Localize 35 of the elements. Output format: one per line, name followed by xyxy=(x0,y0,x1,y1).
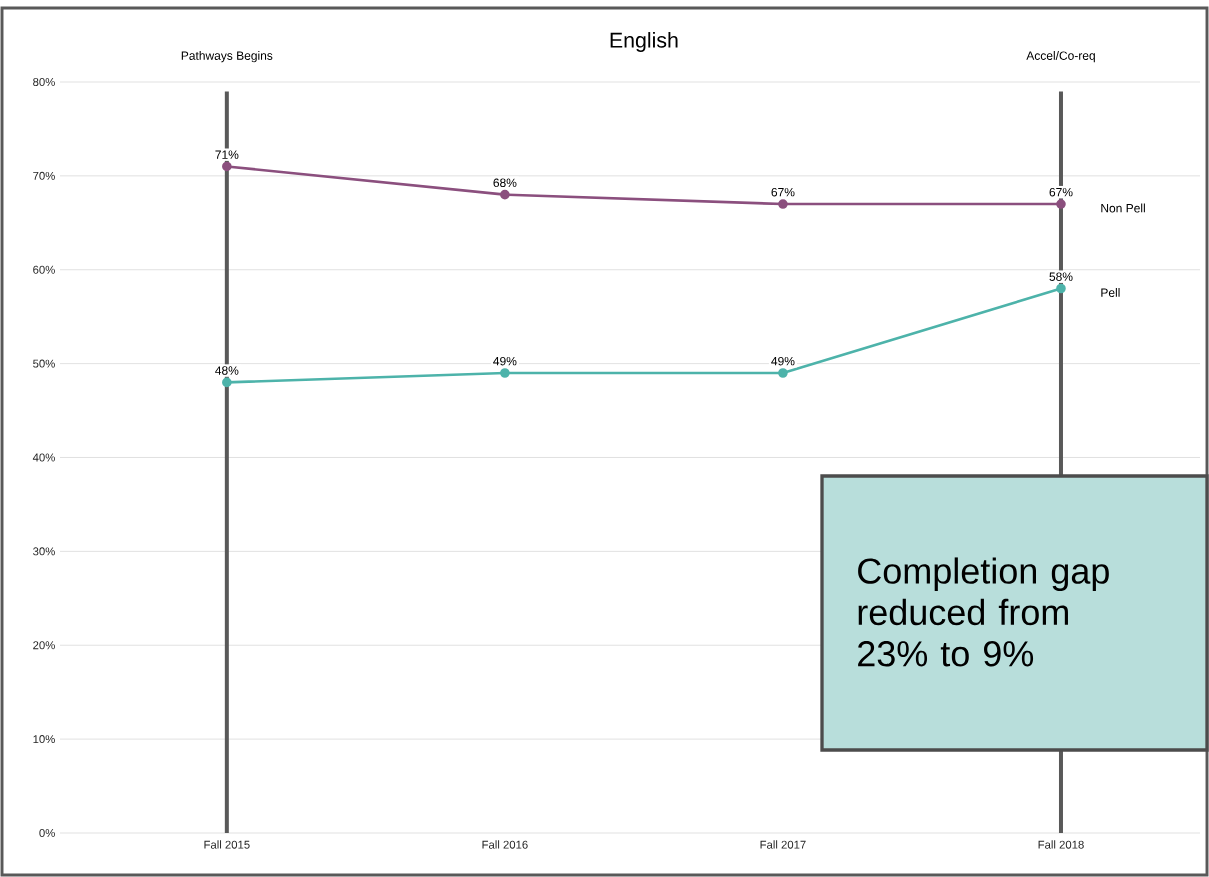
data-label: 49% xyxy=(771,356,795,366)
y-tick-label: 30% xyxy=(33,547,55,556)
y-tick-label: 60% xyxy=(33,265,55,274)
point xyxy=(222,161,232,172)
x-tick-label: Fall 2015 xyxy=(204,840,250,849)
point xyxy=(1056,199,1066,209)
data-label: 48% xyxy=(215,366,239,375)
data-label: 58% xyxy=(1049,272,1073,281)
text: Pell xyxy=(1101,288,1120,297)
y-tick-label: 0% xyxy=(39,828,55,837)
point xyxy=(778,368,788,378)
point xyxy=(222,377,232,388)
data-label: 68% xyxy=(493,178,517,188)
data-label: 67% xyxy=(771,187,795,197)
y-tick-label: 40% xyxy=(32,453,55,462)
data-label: 71% xyxy=(215,150,239,159)
x-tick-label: Fall 2017 xyxy=(760,840,806,849)
y-tick-label: 20% xyxy=(33,641,55,650)
x-tick-label: Fall 2016 xyxy=(482,840,528,849)
ref-line-label: Accel/Co-req xyxy=(1026,51,1095,63)
y-tick-label: 80% xyxy=(33,77,55,86)
text: Non Pell xyxy=(1101,203,1145,213)
point xyxy=(1056,283,1066,294)
point xyxy=(500,189,510,200)
chart-title: English xyxy=(610,32,678,52)
point xyxy=(778,199,788,209)
x-tick-label: Fall 2018 xyxy=(1038,840,1084,849)
data-label: 67% xyxy=(1049,187,1073,197)
data-label: 49% xyxy=(493,356,517,366)
y-tick-label: 50% xyxy=(33,359,55,368)
point xyxy=(500,368,510,378)
y-tick-label: 70% xyxy=(33,171,55,180)
annotation: Completion gap reduced from 23% to 9% xyxy=(858,557,1109,667)
ref-line-label: Pathways Begins xyxy=(181,51,273,63)
y-tick-label: 10% xyxy=(33,735,55,744)
